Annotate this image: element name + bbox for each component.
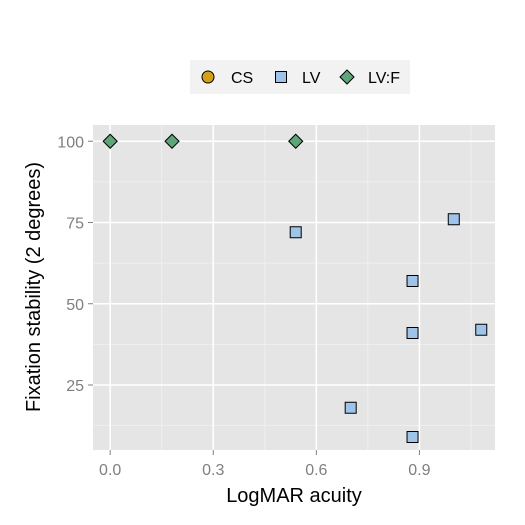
legend-key-square <box>275 71 287 83</box>
lvf-point <box>102 133 118 149</box>
data-points <box>102 133 488 443</box>
legend-item-lv: LV <box>266 62 321 92</box>
y-tick-label: 50 <box>66 297 84 314</box>
axis-ticks: 0.0 0.3 0.6 0.9 25 50 75 100 <box>57 134 430 479</box>
lvf-point <box>164 133 180 149</box>
lv-point <box>406 431 419 443</box>
lvf-point <box>288 133 304 149</box>
lv-point <box>289 226 302 239</box>
x-tick-label: 0.6 <box>305 462 327 479</box>
legend-key-circle <box>201 70 215 84</box>
x-tick-label: 0.3 <box>202 462 224 479</box>
legend-item-cs: CS <box>193 62 253 92</box>
legend: CS LV LV:F <box>193 62 400 92</box>
legend-label-cs: CS <box>231 70 253 87</box>
legend-item-lvf: LV:F <box>332 62 400 92</box>
lv-point <box>406 275 419 287</box>
x-tick-label: 0.0 <box>99 462 121 479</box>
legend-label-lv: LV <box>302 70 321 87</box>
legend-key-diamond <box>339 69 355 85</box>
lv-point <box>475 323 488 336</box>
x-tick-label: 0.9 <box>408 462 430 479</box>
legend-label-lvf: LV:F <box>368 70 400 87</box>
legend-background <box>190 60 410 94</box>
x-axis-title: LogMAR acuity <box>226 485 362 507</box>
lv-point <box>344 401 357 414</box>
lv-point <box>406 327 419 339</box>
y-tick-label: 25 <box>66 378 84 395</box>
y-tick-label: 75 <box>66 216 84 233</box>
grid-lines <box>93 125 495 450</box>
plot-panel <box>93 125 495 450</box>
y-axis-title: Fixation stability (2 degrees) <box>23 162 45 412</box>
lv-point <box>447 213 460 226</box>
y-tick-label: 100 <box>57 134 84 151</box>
